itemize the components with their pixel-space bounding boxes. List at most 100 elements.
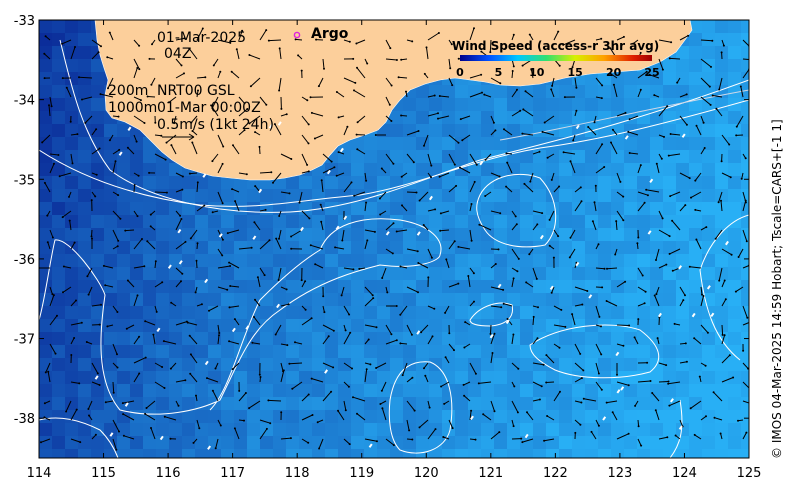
ocean-cell	[572, 111, 586, 125]
current-vector-head	[526, 411, 528, 414]
ocean-cell	[520, 228, 534, 242]
ocean-cell	[455, 124, 469, 138]
ocean-cell	[390, 332, 404, 346]
current-vector	[385, 77, 393, 86]
observation-mark	[335, 225, 340, 231]
current-vector	[528, 248, 534, 255]
current-vector	[542, 131, 555, 136]
ocean-cell	[52, 267, 66, 281]
legend-tick-label: 15	[568, 66, 583, 79]
current-vector	[175, 72, 185, 79]
ocean-cell	[221, 293, 235, 307]
ocean-cell	[507, 280, 521, 294]
current-vector	[154, 191, 167, 194]
current-vector-head	[503, 128, 505, 131]
x-tick-label: 121	[478, 466, 503, 481]
current-vector-head	[228, 261, 231, 264]
ocean-cell	[676, 397, 690, 411]
ocean-cell	[52, 293, 66, 307]
ocean-cell	[208, 332, 222, 346]
ocean-cell	[78, 72, 92, 86]
current-vector	[591, 431, 597, 440]
current-vector	[175, 280, 182, 288]
current-vector	[511, 248, 520, 260]
ocean-cell	[234, 436, 248, 450]
ocean-cell	[65, 202, 79, 216]
map-date: 01-Mar-2025	[157, 30, 246, 46]
ocean-cell	[624, 410, 638, 424]
current-vector	[613, 84, 618, 98]
ocean-cell	[403, 371, 417, 385]
ocean-cell	[598, 124, 612, 138]
current-vector	[700, 147, 706, 155]
current-vector-head	[546, 415, 549, 417]
current-vector-head	[684, 294, 686, 297]
current-vector	[249, 115, 261, 124]
ocean-cell	[91, 228, 105, 242]
current-vector-head	[400, 114, 403, 117]
current-vector-head	[180, 280, 182, 283]
ocean-cell	[650, 254, 664, 268]
current-vector	[343, 400, 347, 411]
ocean-cell	[416, 202, 430, 216]
ocean-cell	[572, 449, 586, 458]
depth-label-200m: 200m	[108, 83, 148, 99]
current-vector-head	[280, 107, 283, 110]
ocean-cell	[559, 241, 573, 255]
ocean-cell	[182, 332, 196, 346]
ocean-cell	[117, 410, 131, 424]
current-vector	[529, 34, 534, 41]
ocean-cell	[637, 124, 651, 138]
y-tick-label: -35	[14, 173, 35, 188]
current-vector	[574, 362, 584, 371]
ocean-cell	[728, 150, 742, 164]
ocean-cell	[143, 267, 157, 281]
ocean-cell	[559, 293, 573, 307]
current-vector	[529, 172, 534, 182]
ocean-cell	[91, 254, 105, 268]
current-vector	[736, 115, 744, 127]
current-vector-head	[685, 93, 688, 96]
current-vector-head	[622, 195, 625, 198]
ocean-cell	[390, 137, 404, 151]
ocean-cell	[260, 280, 274, 294]
current-vector-head	[267, 399, 270, 402]
current-vector-head	[211, 160, 214, 163]
ocean-cell	[143, 150, 157, 164]
ocean-cell	[65, 423, 79, 437]
current-vector	[107, 77, 114, 89]
ocean-cell	[130, 254, 144, 268]
current-vector	[379, 191, 387, 199]
ocean-cell	[741, 410, 749, 424]
current-vector	[679, 361, 687, 364]
current-vector	[49, 315, 58, 326]
current-vector	[44, 416, 51, 421]
ocean-cell	[650, 332, 664, 346]
ocean-cell	[611, 98, 625, 112]
current-vector-head	[557, 235, 560, 238]
ocean-cell	[702, 20, 716, 34]
ocean-cell	[286, 241, 300, 255]
ocean-cell	[507, 163, 521, 177]
current-vector-head	[451, 84, 454, 87]
current-vector-head	[243, 419, 245, 422]
ocean-cell	[468, 449, 482, 458]
current-vector	[448, 185, 457, 193]
ocean-cell	[403, 306, 417, 320]
ocean-cell	[481, 85, 495, 99]
current-vector-head	[87, 408, 90, 410]
ocean-cell	[676, 319, 690, 333]
current-vector-head	[571, 66, 574, 69]
current-vector	[125, 229, 135, 232]
ocean-cell	[546, 189, 560, 203]
current-vector-head	[720, 160, 723, 163]
ocean-cell	[611, 449, 625, 458]
ocean-cell	[390, 189, 404, 203]
ocean-cell	[429, 410, 443, 424]
ocean-cell	[299, 410, 313, 424]
current-vector-head	[579, 186, 582, 189]
ocean-cell	[286, 371, 300, 385]
current-vector	[715, 229, 723, 239]
current-vector	[700, 77, 711, 87]
ocean-cell	[416, 410, 430, 424]
